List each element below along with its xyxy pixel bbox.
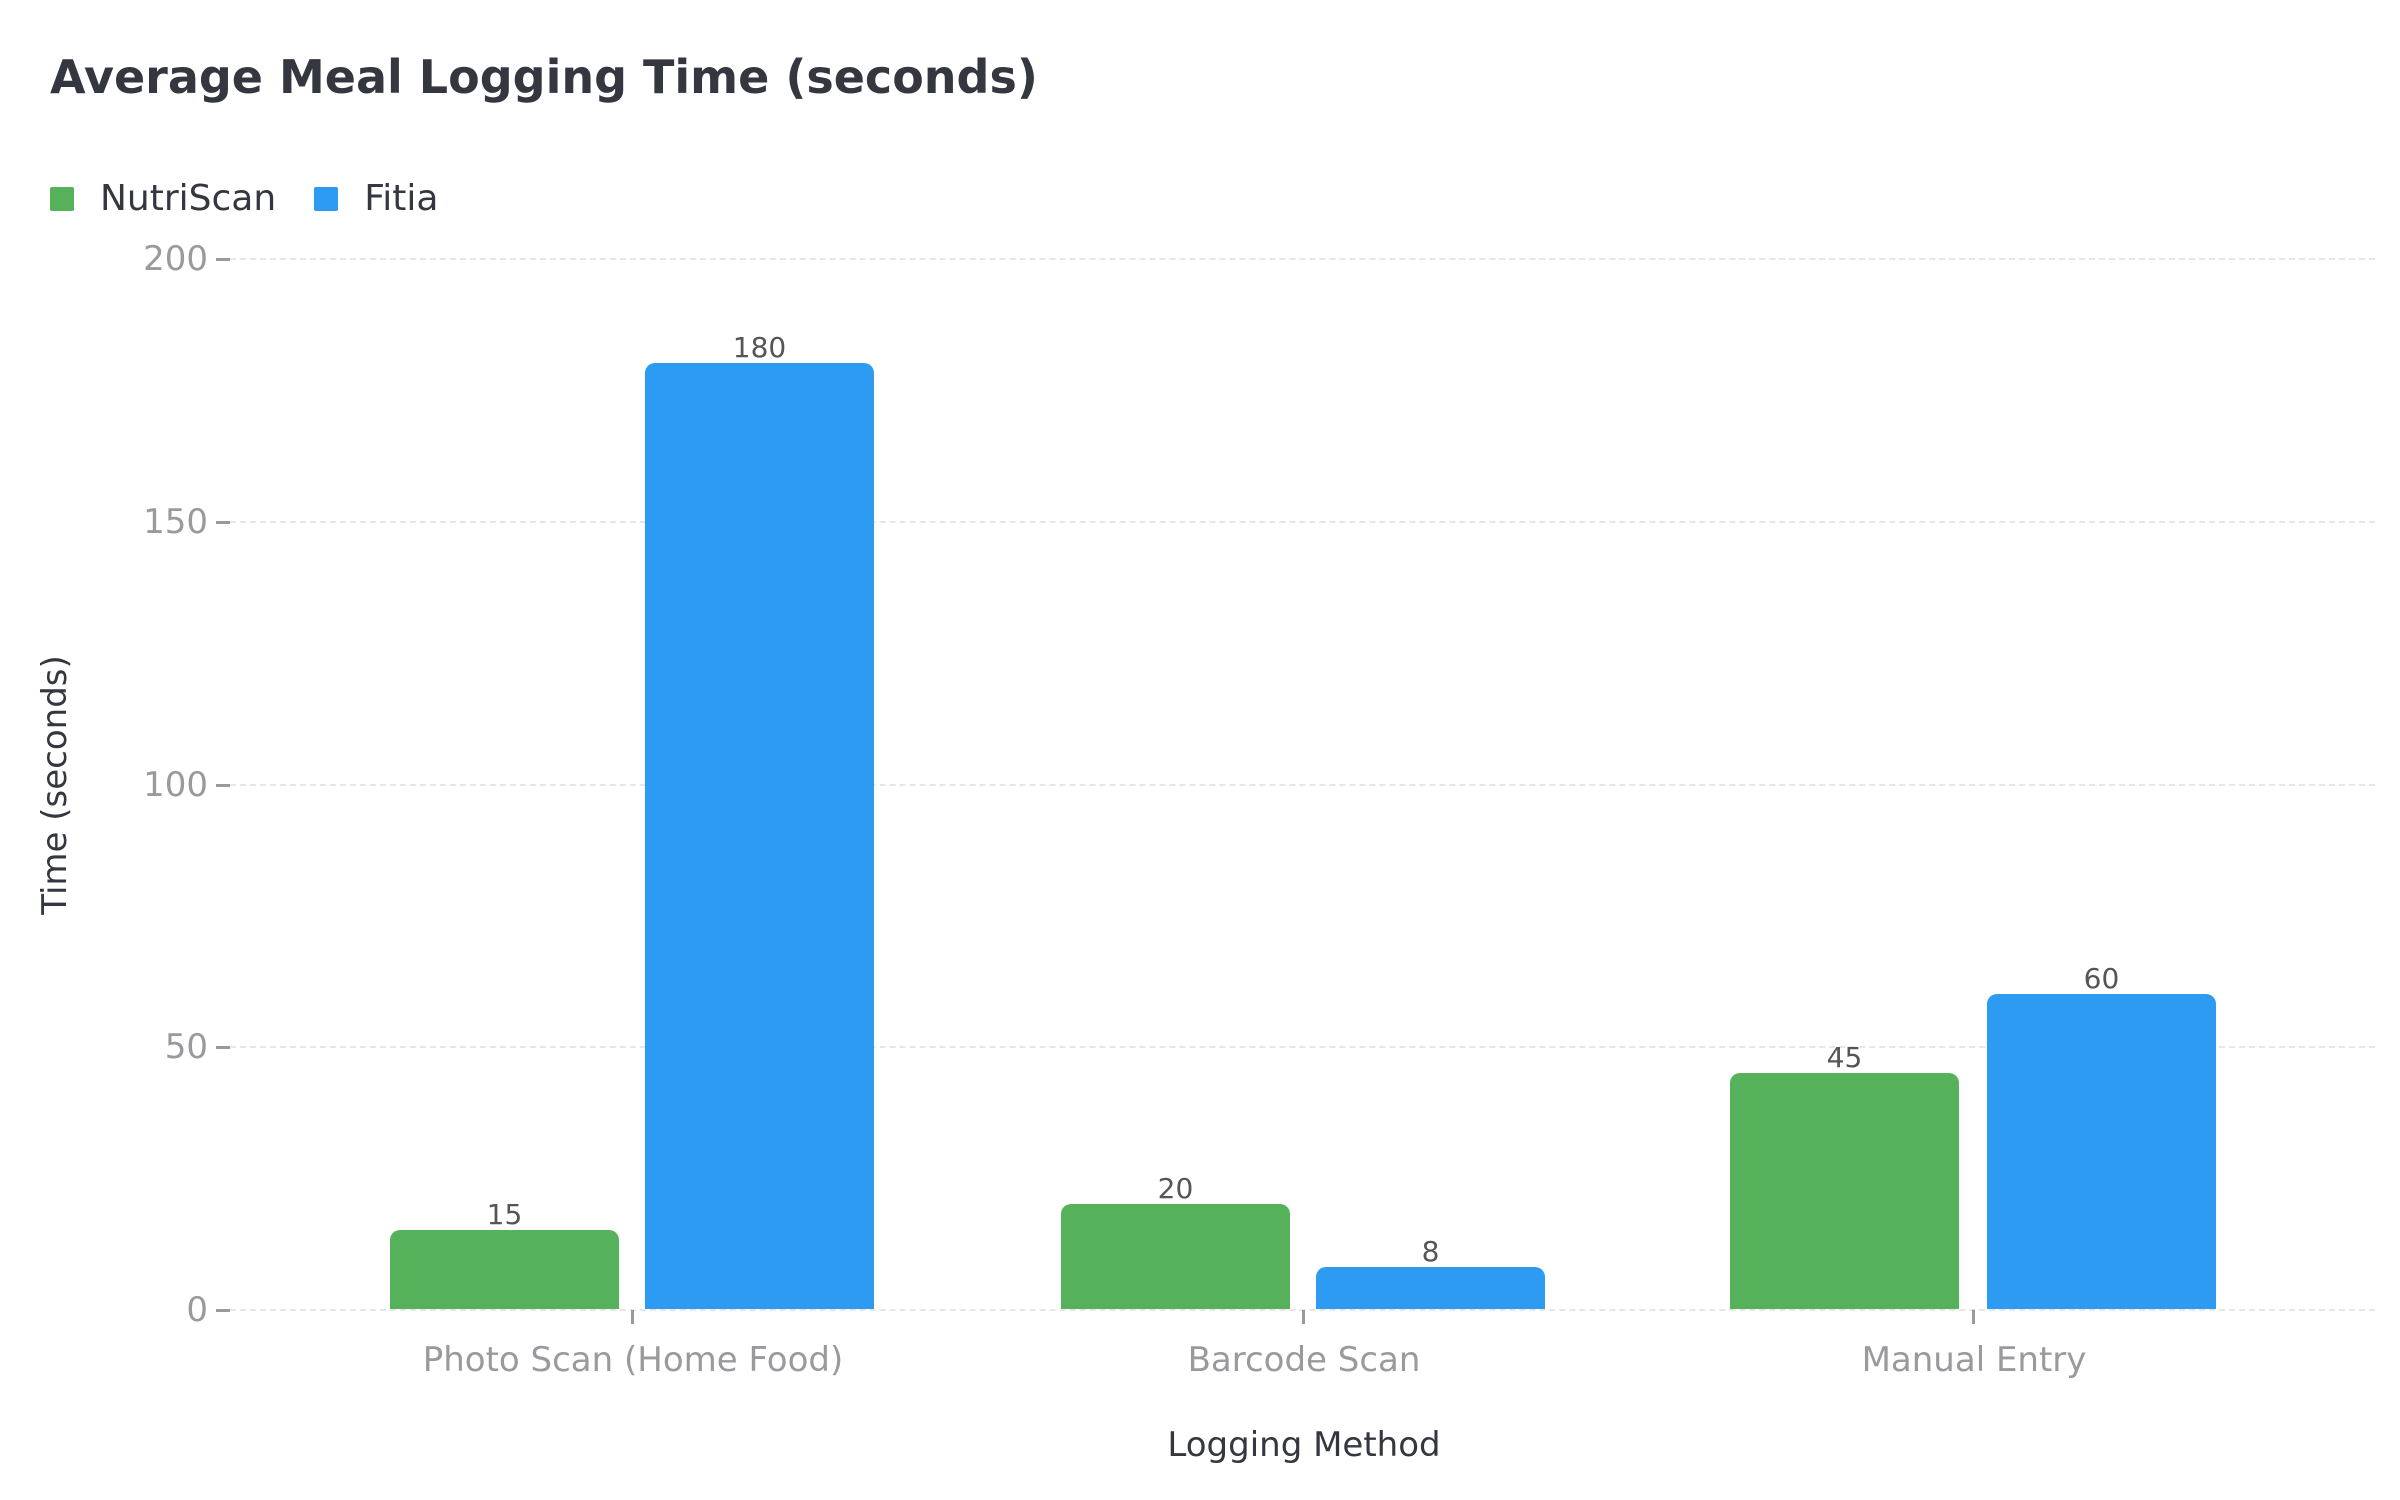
legend-swatch-nutriscan xyxy=(50,186,74,211)
y-tick-label: 100 xyxy=(143,765,208,805)
legend-item-nutriscan[interactable]: NutriScan xyxy=(50,178,276,219)
chart-title: Average Meal Logging Time (seconds) xyxy=(50,50,1038,104)
y-tick xyxy=(216,258,230,261)
bar-nutriscan-barcode-scan[interactable] xyxy=(1061,1204,1290,1309)
x-tick-label: Barcode Scan xyxy=(1187,1340,1421,1380)
y-tick xyxy=(216,521,230,524)
x-tick-label: Manual Entry xyxy=(1861,1340,2087,1380)
bar-value-label: 60 xyxy=(2083,962,2120,995)
gridline xyxy=(230,521,2375,523)
legend-label: Fitia xyxy=(364,178,439,219)
x-tick xyxy=(631,1310,634,1324)
bar-fitia-photo-scan[interactable] xyxy=(645,363,874,1309)
bar-value-label: 180 xyxy=(732,331,787,364)
x-axis-label: Logging Method xyxy=(1167,1425,1441,1465)
y-tick xyxy=(216,1309,230,1312)
bar-value-label: 15 xyxy=(486,1198,523,1231)
bar-fitia-barcode-scan[interactable] xyxy=(1316,1267,1545,1309)
y-tick-label: 150 xyxy=(143,502,208,542)
bar-nutriscan-photo-scan[interactable] xyxy=(390,1230,619,1309)
gridline xyxy=(230,1046,2375,1048)
bar-fitia-manual-entry[interactable] xyxy=(1987,994,2216,1309)
legend-swatch-fitia xyxy=(314,186,339,211)
bar-value-label: 45 xyxy=(1826,1041,1863,1074)
x-tick xyxy=(1302,1310,1305,1324)
x-tick-label: Photo Scan (Home Food) xyxy=(422,1340,844,1380)
y-tick-label: 0 xyxy=(186,1290,208,1330)
y-tick xyxy=(216,1046,230,1049)
legend: NutriScan Fitia xyxy=(50,178,476,219)
y-tick xyxy=(216,784,230,787)
gridline xyxy=(230,258,2375,260)
legend-item-fitia[interactable]: Fitia xyxy=(314,178,438,219)
legend-label: NutriScan xyxy=(100,178,277,219)
gridline xyxy=(230,784,2375,786)
x-tick xyxy=(1972,1310,1975,1324)
bar-value-label: 20 xyxy=(1157,1172,1194,1205)
y-tick-label: 50 xyxy=(164,1027,208,1067)
bar-value-label: 8 xyxy=(1421,1235,1440,1268)
y-tick-label: 200 xyxy=(143,239,208,279)
bar-nutriscan-manual-entry[interactable] xyxy=(1730,1073,1959,1309)
